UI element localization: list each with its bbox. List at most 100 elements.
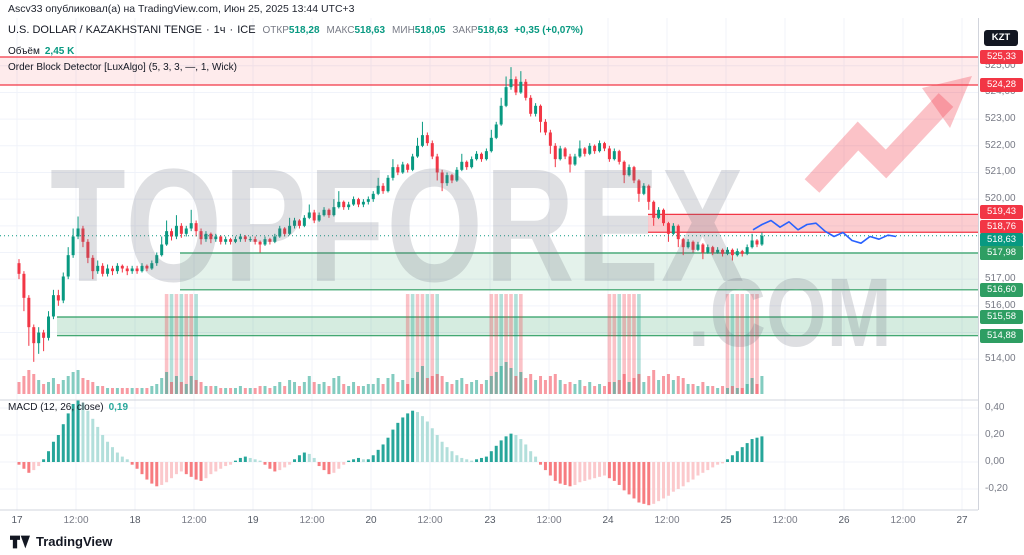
macd-histogram-bar — [716, 462, 720, 465]
macd-histogram-bar — [745, 443, 749, 462]
publish-info-text[interactable]: Ascv33 опубликовал(а) на TradingView.com… — [8, 3, 355, 15]
macd-histogram-bar — [548, 462, 552, 476]
macd-histogram-bar — [396, 422, 400, 462]
volume-bar — [529, 374, 533, 394]
volume-bar — [553, 374, 557, 394]
macd-histogram-bar — [307, 453, 311, 462]
tradingview-logo-icon[interactable] — [10, 534, 30, 550]
indicator-title[interactable]: Order Block Detector [LuxAlgo] (5, 3, 3,… — [8, 62, 237, 73]
macd-histogram-bar — [691, 462, 695, 480]
tradingview-wordmark[interactable]: TradingView — [36, 534, 113, 549]
volume-bar — [327, 386, 331, 394]
time-axis-label[interactable]: 20 — [365, 515, 377, 526]
time-axis-label[interactable]: 12:00 — [417, 515, 442, 526]
volume-bar — [499, 366, 503, 394]
macd-histogram-bar — [543, 462, 547, 471]
time-axis-label[interactable]: 18 — [129, 515, 141, 526]
volume-bar — [475, 380, 479, 394]
price-axis-tick[interactable]: 520,00 — [985, 193, 1016, 205]
exchange-label[interactable]: ICE — [237, 24, 256, 36]
candle-body — [347, 204, 351, 208]
level-price-label: 518,76 — [980, 220, 1023, 235]
candle-body — [484, 151, 488, 160]
macd-histogram-bar — [460, 457, 464, 462]
candle-body — [209, 233, 213, 240]
time-axis-label[interactable]: 25 — [720, 515, 732, 526]
volume-bar — [735, 388, 739, 394]
macd-histogram-bar — [184, 462, 188, 475]
publish-info-bar[interactable]: Ascv33 опубликовал(а) на TradingView.com… — [0, 0, 1024, 18]
volume-bar — [297, 386, 301, 394]
candle-body — [106, 268, 110, 274]
macd-histogram-bar — [524, 444, 528, 462]
macd-histogram-bar — [617, 462, 621, 485]
macd-axis-tick[interactable]: 0,40 — [985, 402, 1005, 413]
volume-bar — [342, 384, 346, 394]
price-axis-tick[interactable]: 514,00 — [985, 353, 1016, 365]
macd-histogram-bar — [706, 462, 710, 471]
macd-indicator-title[interactable]: MACD (12, 26, close) — [8, 402, 104, 413]
candle-body — [273, 236, 277, 242]
low-value: 518,05 — [414, 25, 446, 36]
time-axis-label[interactable]: 19 — [247, 515, 259, 526]
symbol-title[interactable]: U.S. DOLLAR / KAZAKHSTANI TENGE — [8, 24, 202, 36]
volume-bar — [607, 382, 611, 394]
price-axis-tick[interactable]: 525,00 — [985, 59, 1016, 71]
time-axis-label[interactable]: 17 — [11, 515, 23, 526]
time-axis-label[interactable]: 12:00 — [654, 515, 679, 526]
macd-histogram-bar — [652, 462, 656, 504]
price-axis-tick[interactable]: 517,00 — [985, 273, 1016, 285]
macd-axis-tick[interactable]: 0,00 — [985, 456, 1005, 467]
time-axis-label[interactable]: 12:00 — [536, 515, 561, 526]
time-axis-label[interactable]: 12:00 — [181, 515, 206, 526]
candle-body — [165, 231, 169, 245]
macd-histogram-bar — [125, 459, 129, 462]
macd-histogram-bar — [539, 462, 543, 465]
volume-bar — [110, 388, 114, 394]
macd-histogram-bar — [170, 462, 174, 479]
candle-body — [219, 236, 223, 242]
time-axis-label[interactable]: 12:00 — [299, 515, 324, 526]
time-axis-label[interactable]: 27 — [956, 515, 968, 526]
chart-canvas[interactable]: 17 12:00 18 12:00 19 12:00 20 12:00 23 12:00 24 12:… — [0, 18, 978, 528]
volume-bar — [322, 382, 326, 394]
macd-histogram-bar — [273, 462, 277, 472]
ob-volume-column — [410, 294, 415, 394]
time-axis-label[interactable]: 23 — [484, 515, 496, 526]
macd-axis-tick[interactable]: -0,20 — [985, 483, 1008, 494]
time-axis-label[interactable]: 26 — [838, 515, 850, 526]
price-axis-tick[interactable]: 521,00 — [985, 166, 1016, 178]
volume-bar — [465, 384, 469, 394]
price-scale[interactable]: KZT 525,00524,00523,00522,00521,00520,00… — [978, 18, 1024, 510]
macd-histogram-bar — [504, 436, 508, 462]
macd-histogram-bar — [406, 413, 410, 462]
macd-axis-tick[interactable]: 0,20 — [985, 429, 1005, 440]
volume-bar — [539, 376, 543, 394]
currency-axis-label[interactable]: KZT — [984, 30, 1018, 46]
volume-label[interactable]: Объём — [8, 46, 40, 57]
indicator-legend-row[interactable]: Order Block Detector [LuxAlgo] (5, 3, 3,… — [8, 62, 583, 73]
price-axis-tick[interactable]: 523,00 — [985, 113, 1016, 125]
volume-bar — [666, 374, 670, 394]
candle-body — [189, 223, 193, 229]
macd-histogram-bar — [514, 435, 518, 462]
volume-bar — [224, 388, 228, 394]
volume-bar — [716, 388, 720, 394]
time-axis-label[interactable]: 12:00 — [772, 515, 797, 526]
time-axis-label[interactable]: 12:00 — [890, 515, 915, 526]
price-axis-tick[interactable]: 516,00 — [985, 299, 1016, 311]
volume-bar — [81, 378, 85, 394]
macd-histogram-bar — [430, 428, 434, 462]
time-axis-label[interactable]: 24 — [602, 515, 614, 526]
volume-bar — [125, 388, 129, 394]
volume-bar — [356, 386, 360, 394]
volume-bar — [652, 370, 656, 394]
price-axis-tick[interactable]: 522,00 — [985, 139, 1016, 151]
timeframe-label[interactable]: 1ч — [213, 24, 226, 36]
macd-legend-row[interactable]: MACD (12, 26, close) 0,19 — [8, 402, 128, 413]
macd-histogram-bar — [204, 462, 208, 479]
time-axis-label[interactable]: 12:00 — [63, 515, 88, 526]
candle-body — [514, 79, 518, 93]
candle-body — [598, 143, 602, 152]
volume-bar — [268, 388, 272, 394]
